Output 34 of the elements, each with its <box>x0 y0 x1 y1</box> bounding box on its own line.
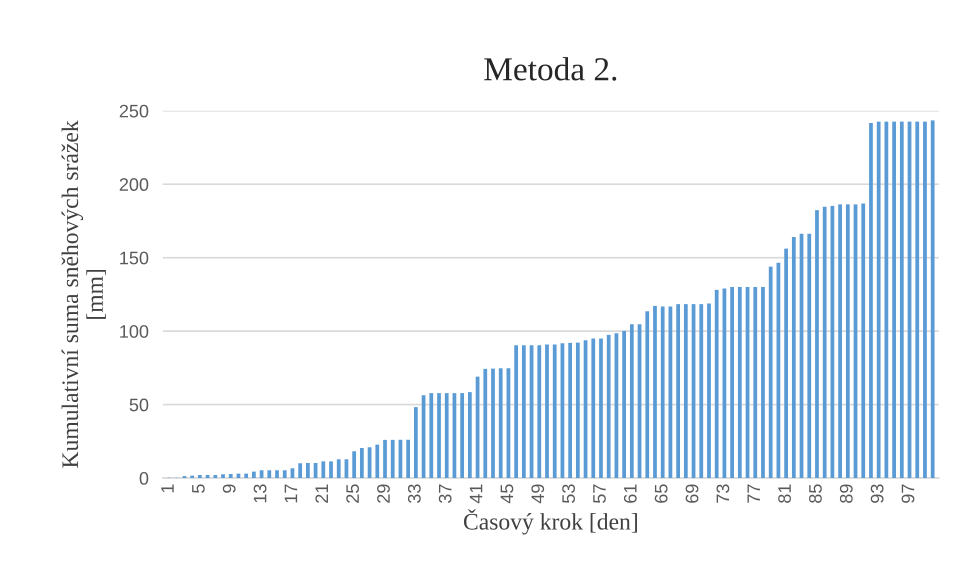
x-tick-label: 25 <box>346 484 359 503</box>
x-tick-label: 53 <box>562 484 575 503</box>
x-tick-label: 77 <box>748 484 760 503</box>
x-tick-label: 37 <box>438 484 452 504</box>
x-tick-label: 41 <box>470 484 482 504</box>
x-tick-label: 57 <box>593 484 606 503</box>
x-tick-label: 13 <box>254 484 266 502</box>
y-tick-label: 250 <box>120 104 148 118</box>
y-tick-label: 100 <box>120 325 148 338</box>
x-tick-label: 73 <box>716 484 730 503</box>
y-tick-label: 200 <box>120 178 148 191</box>
x-tick-label: 89 <box>840 484 853 503</box>
x-tick-label: 33 <box>408 484 421 504</box>
x-axis-title: Časový krok [den] <box>464 509 637 535</box>
x-tick-label: 9 <box>222 484 236 493</box>
x-tick-label: 21 <box>315 484 328 503</box>
chart-title: Metoda 2. <box>484 57 616 81</box>
x-tick-label: 65 <box>654 484 668 503</box>
x-tick-label: 5 <box>192 484 205 493</box>
y-axis-title: Kumulativní suma sněhových srážek [mm] <box>62 120 106 468</box>
x-tick-label: 69 <box>686 484 698 503</box>
x-tick-label: 1 <box>161 484 174 492</box>
y-tick-label: 50 <box>130 398 148 412</box>
x-tick-label: 29 <box>377 484 390 503</box>
x-tick-label: 49 <box>531 484 544 504</box>
y-tick-label: 150 <box>120 252 148 264</box>
x-tick-label: 81 <box>778 484 791 503</box>
x-tick-label: 45 <box>500 484 514 504</box>
x-tick-label: 97 <box>902 484 914 503</box>
x-tick-label: 61 <box>624 484 637 503</box>
x-tick-label: 93 <box>870 484 884 503</box>
x-tick-label: 85 <box>809 484 822 503</box>
x-tick-label: 17 <box>284 484 298 502</box>
y-tick-label: 0 <box>140 472 148 485</box>
